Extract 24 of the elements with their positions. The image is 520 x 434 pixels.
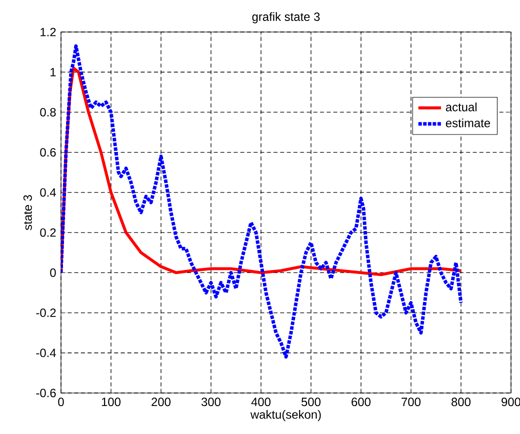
- legend-label: actual: [446, 102, 477, 112]
- x-tick-label: 0: [58, 398, 64, 406]
- y-tick-label: 1: [50, 68, 56, 76]
- y-tick-label: 0: [50, 268, 56, 277]
- y-tick-label: -0.4: [36, 348, 56, 358]
- x-tick-label: 200: [152, 398, 171, 406]
- y-tick-label: -0.6: [36, 388, 56, 398]
- x-tick-label: 800: [452, 398, 471, 406]
- y-tick-label: 0.4: [40, 188, 56, 197]
- chart-title: grafik state 3: [252, 12, 320, 24]
- legend-label: estimate: [446, 118, 490, 128]
- x-tick-label: 400: [251, 398, 271, 406]
- x-tick-label: 500: [302, 398, 321, 406]
- y-tick-label: 0.8: [40, 108, 56, 116]
- y-tick-label: 1.2: [40, 28, 56, 36]
- x-axis-title: waktu(sekon): [250, 410, 321, 422]
- y-tick-label: -0.2: [36, 308, 56, 318]
- x-tick-label: 600: [352, 398, 371, 406]
- y-tick-label: 0.6: [40, 148, 56, 157]
- y-axis-title: state 3: [23, 195, 32, 230]
- x-tick-label: 100: [102, 398, 121, 406]
- x-tick-label: 700: [402, 398, 421, 406]
- y-tick-label: 0.2: [40, 228, 56, 237]
- x-tick-label: 300: [201, 398, 221, 406]
